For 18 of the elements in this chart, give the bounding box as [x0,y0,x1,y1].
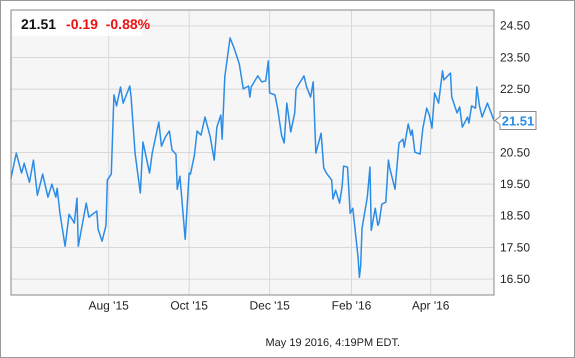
y-tick-label: 19.50 [500,177,530,192]
x-tick-label: Aug '15 [88,298,130,313]
chart-subtitle: -0.19 -0.88% [66,16,151,32]
y-tick-label: 22.50 [500,82,530,96]
x-tick-label: Apr '16 [412,298,450,313]
y-tick-label: 16.50 [500,272,530,286]
y-tick-label: 23.50 [500,50,530,64]
chart-title: 21.51 [21,16,56,32]
y-tick-label: 17.50 [500,240,530,254]
annotation: 21.51 [502,114,534,129]
y-tick-label: 20.50 [500,145,530,160]
y-tick-label: 18.50 [500,208,530,223]
line-series [10,37,495,278]
x-tick-label: Dec '15 [250,298,290,313]
x-tick-label: Oct '15 [170,298,208,313]
text: May 19 2016, 4:19PM EDT. [265,337,400,349]
x-tick-label: Feb '16 [332,298,372,313]
y-tick-label: 24.50 [500,18,530,33]
